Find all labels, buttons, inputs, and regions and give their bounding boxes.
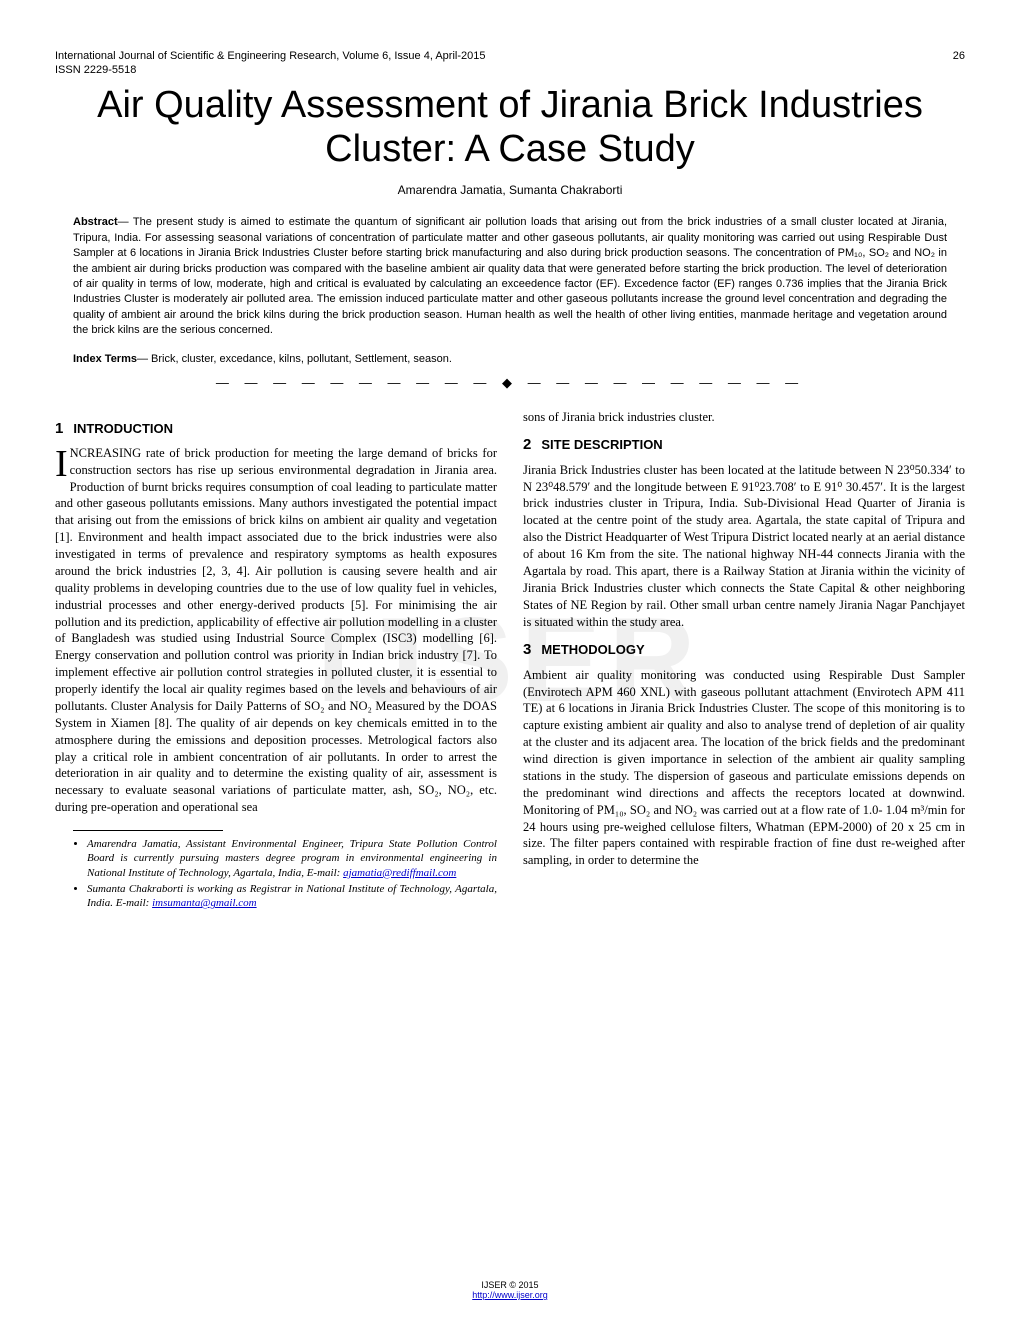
site-description-text: Jirania Brick Industries cluster has bee…: [523, 462, 965, 631]
section-3-heading: 3 METHODOLOGY: [523, 640, 965, 660]
page-content: International Journal of Scientific & En…: [55, 50, 965, 912]
index-terms: Index Terms— Brick, cluster, excedance, …: [73, 353, 947, 365]
section-2-title: SITE DESCRIPTION: [541, 437, 662, 452]
footnote-2: Sumanta Chakraborti is working as Regist…: [87, 882, 497, 911]
section-1-title: INTRODUCTION: [73, 421, 173, 436]
two-column-layout: 1 INTRODUCTION INCREASING rate of brick p…: [55, 409, 965, 913]
footnotes: Amarendra Jamatia, Assistant Environment…: [73, 837, 497, 910]
abstract-text: — The present study is aimed to estimate…: [73, 216, 947, 336]
methodology-text: Ambient air quality monitoring was condu…: [523, 667, 965, 870]
dropcap: I: [55, 445, 70, 479]
footnote-2-link[interactable]: imsumanta@gmail.com: [152, 897, 257, 909]
section-divider: — — — — — — — — — — ◆ — — — — — — — — — …: [55, 375, 965, 391]
intro-paragraph: INCREASING rate of brick production for …: [55, 445, 497, 816]
abstract-label: Abstract: [73, 216, 118, 228]
index-terms-text: — Brick, cluster, excedance, kilns, poll…: [137, 353, 452, 365]
footnote-1: Amarendra Jamatia, Assistant Environment…: [87, 837, 497, 880]
footnote-1-link[interactable]: ajamatia@rediffmail.com: [343, 867, 456, 879]
intro-continuation: sons of Jirania brick industries cluster…: [523, 409, 965, 426]
section-3-num: 3: [523, 641, 531, 658]
section-3-title: METHODOLOGY: [541, 642, 644, 657]
issn: ISSN 2229-5518: [55, 64, 965, 76]
right-column: sons of Jirania brick industries cluster…: [523, 409, 965, 913]
section-2-heading: 2 SITE DESCRIPTION: [523, 435, 965, 455]
footer-link[interactable]: http://www.ijser.org: [472, 1290, 548, 1300]
left-column: 1 INTRODUCTION INCREASING rate of brick p…: [55, 409, 497, 913]
paper-title: Air Quality Assessment of Jirania Brick …: [55, 84, 965, 171]
section-1-num: 1: [55, 420, 63, 437]
journal-header-left: International Journal of Scientific & En…: [55, 50, 485, 62]
abstract: Abstract— The present study is aimed to …: [73, 215, 947, 338]
index-terms-label: Index Terms: [73, 353, 137, 365]
page-footer: IJSER © 2015 http://www.ijser.org: [0, 1280, 1020, 1300]
footer-copyright: IJSER © 2015: [0, 1280, 1020, 1290]
footnote-2-text: Sumanta Chakraborti is working as Regist…: [87, 883, 497, 909]
section-1-heading: 1 INTRODUCTION: [55, 419, 497, 439]
authors: Amarendra Jamatia, Sumanta Chakraborti: [55, 183, 965, 197]
section-2-num: 2: [523, 436, 531, 453]
footnote-rule: [73, 830, 223, 831]
page-number: 26: [953, 50, 965, 62]
intro-text: NCREASING rate of brick production for m…: [55, 446, 497, 814]
header-row: International Journal of Scientific & En…: [55, 50, 965, 62]
